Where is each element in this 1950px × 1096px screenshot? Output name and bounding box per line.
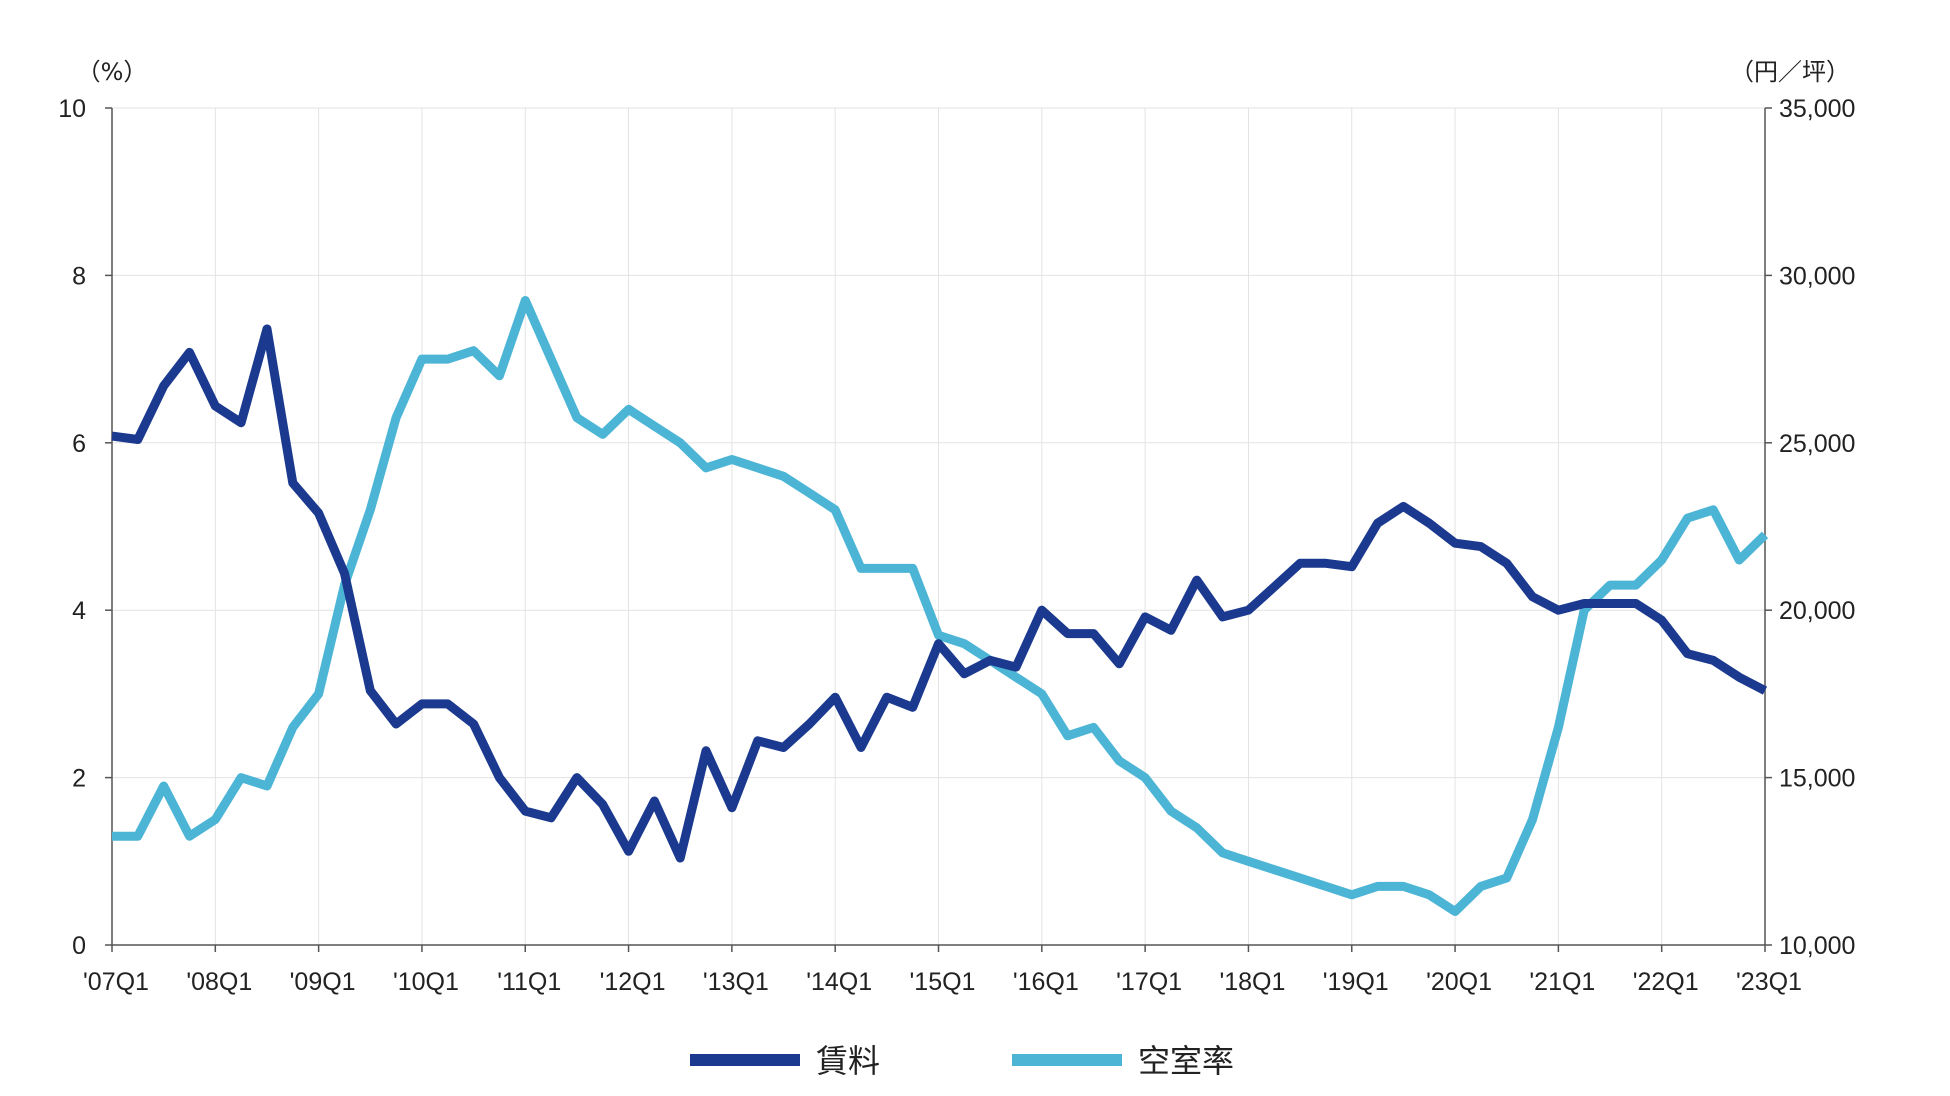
x-tick-label: '18Q1: [1219, 968, 1285, 996]
x-tick-label: '21Q1: [1529, 968, 1595, 996]
x-tick-label: '15Q1: [910, 968, 976, 996]
x-tick-label: '08Q1: [186, 968, 252, 996]
left-tick-label: 10: [58, 95, 86, 123]
x-tick-label: '23Q1: [1736, 968, 1802, 996]
right-tick-label: 20,000: [1779, 597, 1855, 625]
left-tick-label: 8: [72, 262, 86, 290]
x-tick-label: '13Q1: [703, 968, 769, 996]
right-tick-label: 30,000: [1779, 262, 1855, 290]
x-tick-label: '20Q1: [1426, 968, 1492, 996]
right-tick-label: 25,000: [1779, 430, 1855, 458]
right-tick-label: 15,000: [1779, 765, 1855, 793]
x-tick-label: '16Q1: [1013, 968, 1079, 996]
x-tick-label: '17Q1: [1116, 968, 1182, 996]
legend: 賃料 空室率: [690, 1042, 1234, 1080]
x-tick-label: '12Q1: [600, 968, 666, 996]
x-axis-ticks: '07Q1 '08Q1 '09Q1 '10Q1 '11Q1 '12Q1 '13Q1 '14Q1…: [83, 945, 1802, 996]
series-line-vacancy-rate: [112, 296, 1769, 916]
x-tick-label: '19Q1: [1323, 968, 1389, 996]
right-axis-unit: （円／坪）: [1730, 58, 1850, 86]
x-tick-label: '22Q1: [1633, 968, 1699, 996]
left-tick-label: 2: [72, 765, 86, 793]
x-tick-label: '09Q1: [290, 968, 356, 996]
left-tick-label: 6: [72, 430, 86, 458]
left-axis-unit: （%）: [77, 58, 148, 86]
x-tick-label: '10Q1: [393, 968, 459, 996]
left-tick-label: 0: [72, 932, 86, 960]
legend-rent-label: 賃料: [816, 1042, 880, 1080]
left-tick-label: 4: [72, 597, 86, 625]
right-tick-label: 35,000: [1779, 95, 1855, 123]
x-tick-label: '07Q1: [83, 968, 149, 996]
left-axis-ticks: 0 2 4 6 8 10: [58, 95, 112, 960]
legend-vacancy-rate-label: 空室率: [1138, 1042, 1234, 1080]
series-line-rent: [111, 324, 1768, 863]
x-tick-label: '11Q1: [497, 968, 561, 996]
right-axis-ticks: 10,000 15,000 20,000 25,000 30,000 35,000: [1765, 95, 1855, 960]
x-tick-label: '14Q1: [806, 968, 872, 996]
right-tick-label: 10,000: [1779, 932, 1855, 960]
series-layer: [111, 296, 1769, 916]
